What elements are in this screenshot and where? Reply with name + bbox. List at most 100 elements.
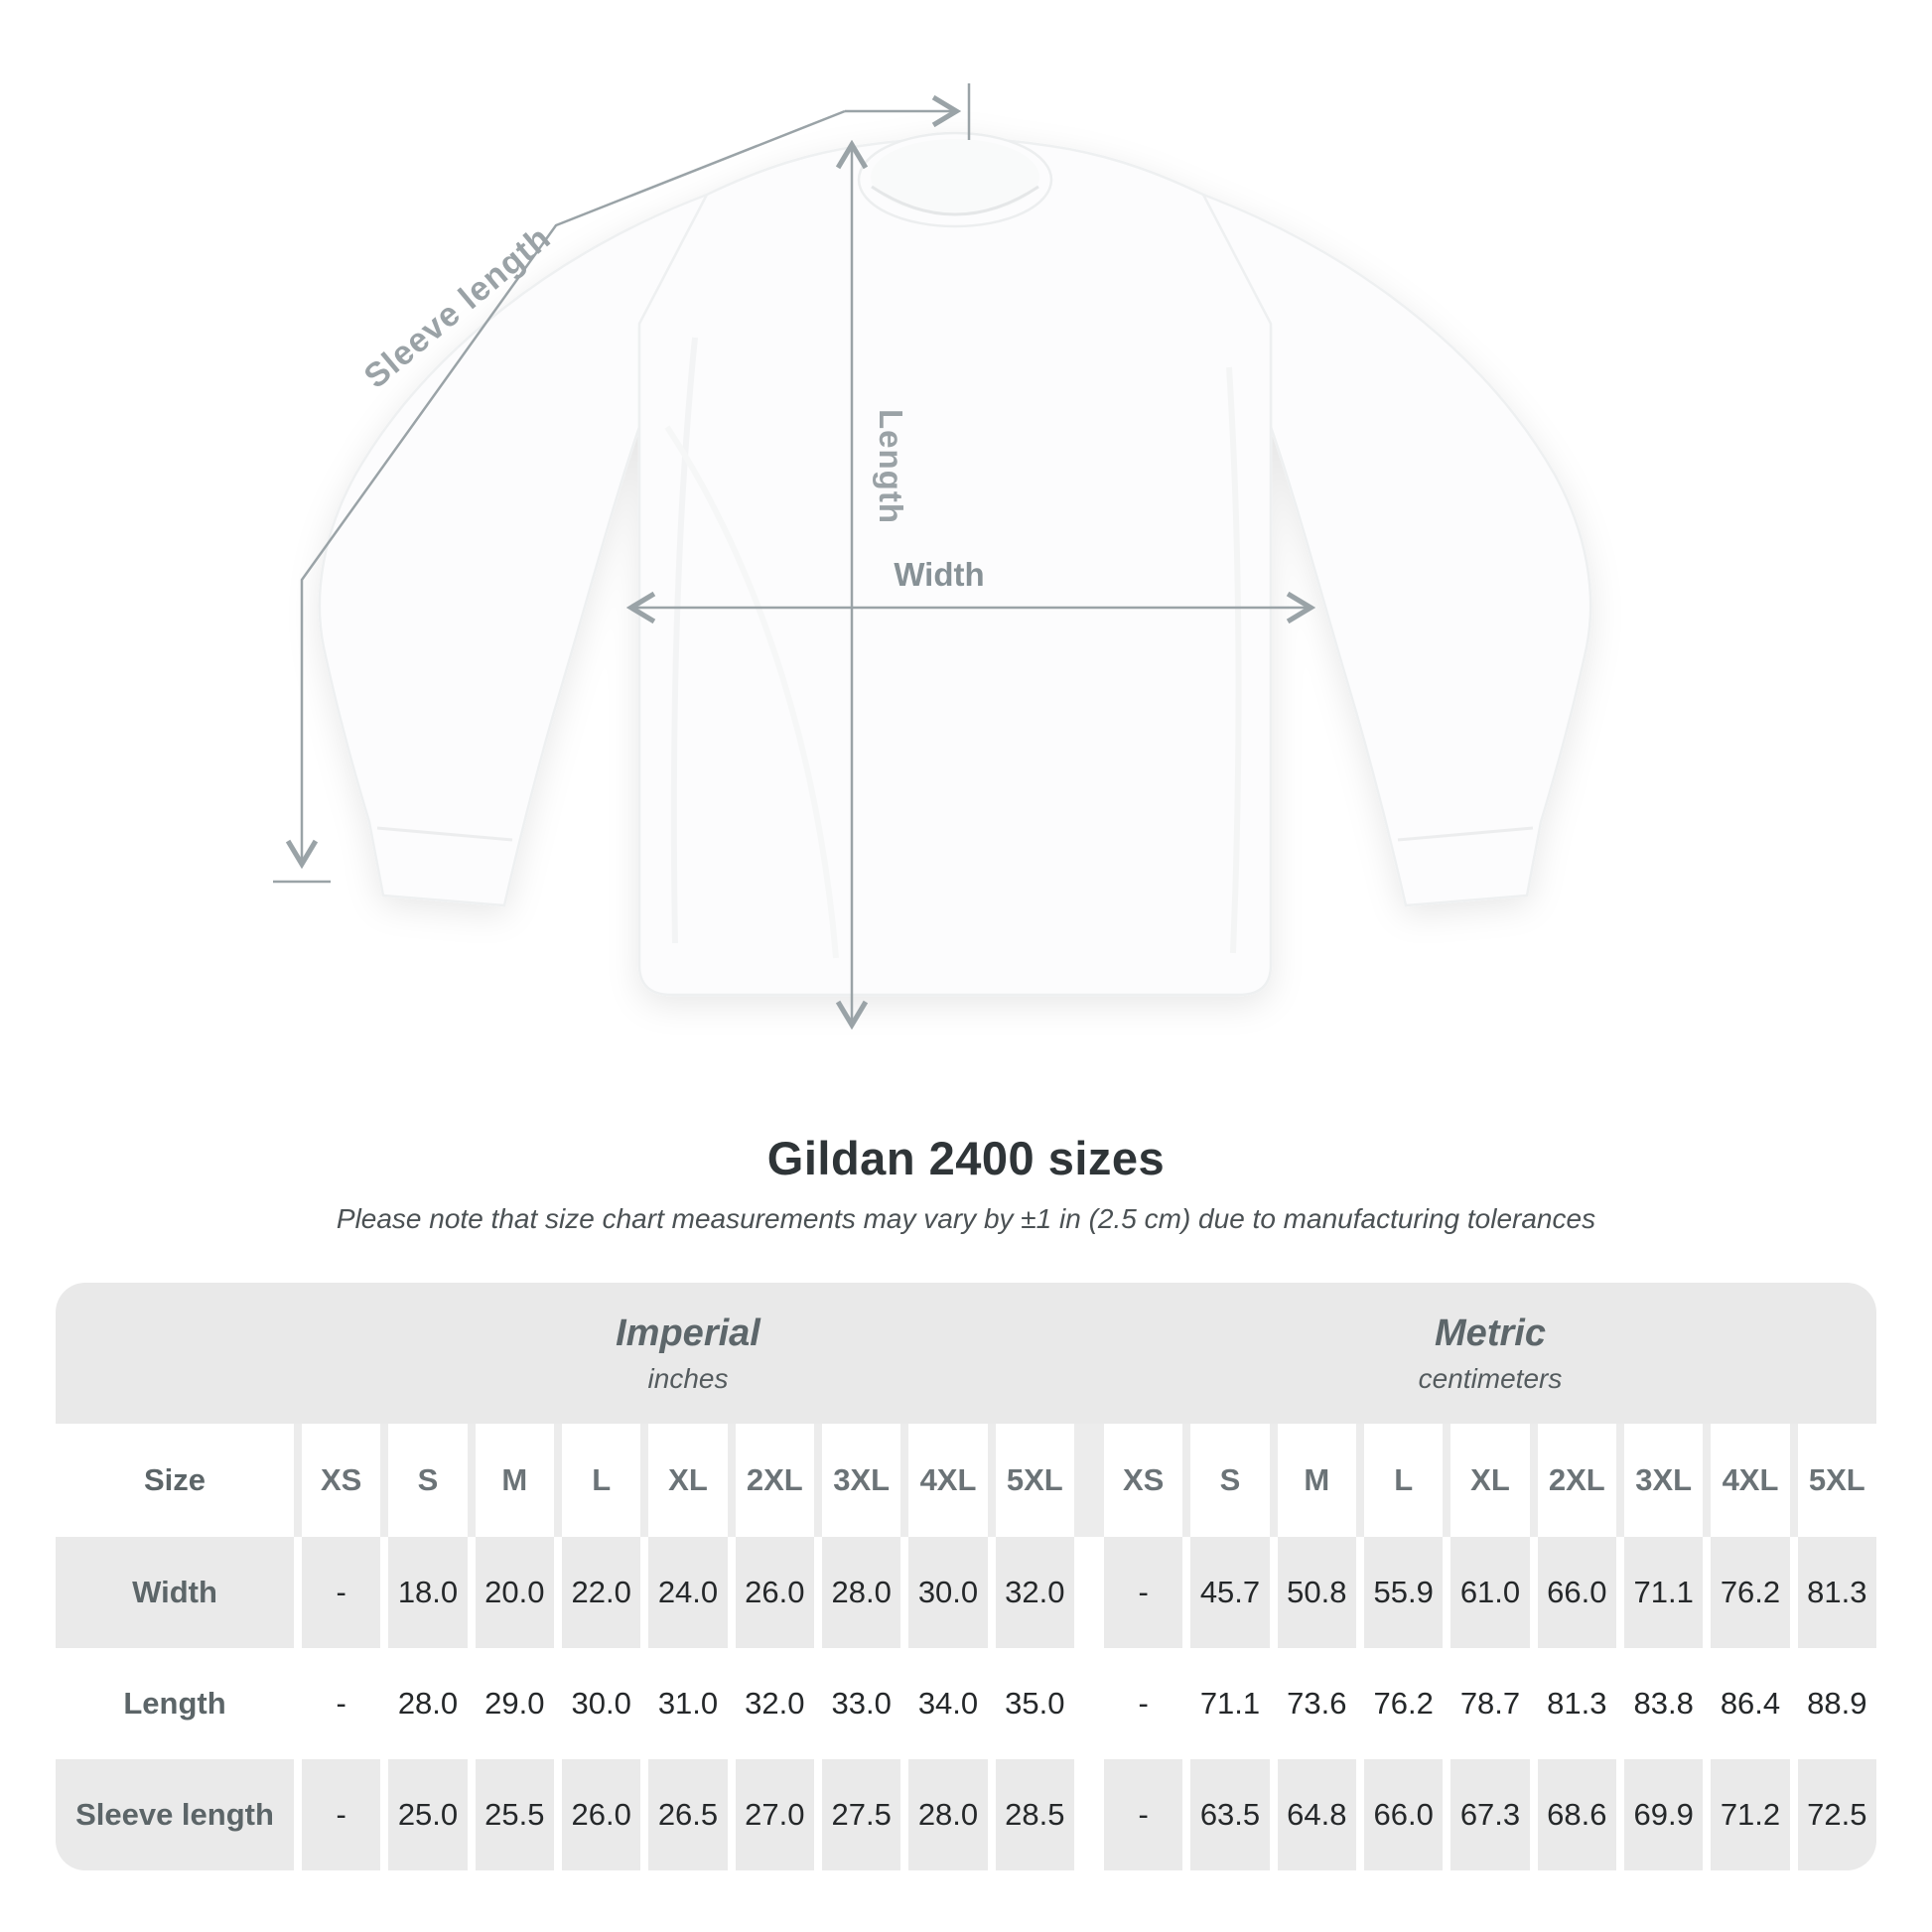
unit-group-band: Imperial inches Metric centimeters — [56, 1283, 1876, 1424]
size-col-header: L — [562, 1424, 641, 1537]
size-col-header: 2XL — [1537, 1424, 1616, 1537]
shirt-measurement-diagram: Sleeve length Length Width — [273, 83, 1592, 1127]
row-label: Length — [56, 1648, 294, 1759]
value-cell: - — [302, 1537, 381, 1648]
metric-unit: centimeters — [1418, 1362, 1563, 1394]
imperial-label: Imperial — [616, 1311, 760, 1354]
row-label: Sleeve length — [56, 1759, 294, 1870]
size-chart-table: Imperial inches Metric centimeters Size … — [56, 1283, 1876, 1870]
table-body: Width -18.0 20.0 22.0 24.0 26.0 28.0 30.0 32.0-4… — [56, 1537, 1876, 1870]
size-col-header: M — [1277, 1424, 1356, 1537]
value-cell: 76.2 — [1364, 1648, 1444, 1759]
value-cell: 50.8 — [1277, 1537, 1356, 1648]
value-cell: 28.0 — [822, 1537, 901, 1648]
value-cell: 28.0 — [388, 1648, 468, 1759]
shirt-body — [637, 137, 1273, 997]
imperial-unit: inches — [647, 1362, 729, 1394]
value-cell: 26.5 — [648, 1759, 728, 1870]
size-col-header: XS — [302, 1424, 381, 1537]
value-cell: 28.0 — [908, 1759, 988, 1870]
value-cell: 55.9 — [1364, 1537, 1444, 1648]
measurement-lines — [273, 83, 1309, 1023]
value-cell: - — [1104, 1759, 1183, 1870]
size-col-header: M — [475, 1424, 554, 1537]
table-row: Length -28.0 29.0 30.0 31.0 32.0 33.0 34.0 35.0-… — [56, 1648, 1876, 1759]
value-cell: 26.0 — [735, 1537, 814, 1648]
size-col-header: XS — [1104, 1424, 1183, 1537]
value-cell: 33.0 — [822, 1648, 901, 1759]
value-cell: - — [1104, 1537, 1183, 1648]
size-col-header: 3XL — [1624, 1424, 1704, 1537]
width-label: Width — [894, 556, 984, 593]
value-cell: 69.9 — [1624, 1759, 1704, 1870]
size-col-header: 4XL — [1711, 1424, 1790, 1537]
size-col-header: XL — [648, 1424, 728, 1537]
size-corner-header: Size — [56, 1424, 294, 1537]
value-cell: 32.0 — [995, 1537, 1074, 1648]
value-cell: 24.0 — [648, 1537, 728, 1648]
value-cell: 88.9 — [1797, 1648, 1876, 1759]
table-row: Sleeve length -25.0 25.5 26.0 26.5 27.0 27.5 28… — [56, 1759, 1876, 1870]
size-col-header: S — [388, 1424, 468, 1537]
value-cell: 66.0 — [1364, 1759, 1444, 1870]
metric-group-header: Metric centimeters — [1104, 1283, 1876, 1424]
size-col-header: 5XL — [1797, 1424, 1876, 1537]
size-col-header: S — [1190, 1424, 1270, 1537]
value-cell: 25.0 — [388, 1759, 468, 1870]
value-cell: 86.4 — [1711, 1648, 1790, 1759]
value-cell: 73.6 — [1277, 1648, 1356, 1759]
right-cuff-seam — [1397, 826, 1534, 842]
size-col-header: 2XL — [735, 1424, 814, 1537]
group-divider — [1082, 1424, 1096, 1537]
left-cuff-seam — [376, 826, 513, 842]
value-cell: 26.0 — [562, 1759, 641, 1870]
value-cell: 34.0 — [908, 1648, 988, 1759]
value-cell: 67.3 — [1450, 1759, 1530, 1870]
metric-label: Metric — [1435, 1311, 1546, 1354]
value-cell: 35.0 — [995, 1648, 1074, 1759]
fold-line — [1226, 366, 1242, 954]
value-cell: 30.0 — [908, 1537, 988, 1648]
value-cell: 76.2 — [1711, 1537, 1790, 1648]
collar-opening — [871, 139, 1039, 214]
value-cell: 18.0 — [388, 1537, 468, 1648]
value-cell: 32.0 — [735, 1648, 814, 1759]
group-divider — [1082, 1537, 1096, 1648]
value-cell: 25.5 — [475, 1759, 554, 1870]
fold-line — [664, 425, 839, 959]
page-title: Gildan 2400 sizes — [766, 1132, 1166, 1184]
value-cell: 68.6 — [1537, 1759, 1616, 1870]
value-cell: 78.7 — [1450, 1648, 1530, 1759]
tolerance-note: Please note that size chart measurements… — [336, 1203, 1596, 1234]
size-col-header: XL — [1450, 1424, 1530, 1537]
length-label: Length — [873, 409, 909, 524]
size-header-row: Size XS S M L XL 2XL 3XL 4XL 5XL XS S M L XL 2XL 3XL 4XL… — [56, 1424, 1876, 1537]
size-col-header: 4XL — [908, 1424, 988, 1537]
value-cell: 27.5 — [822, 1759, 901, 1870]
value-cell: 71.1 — [1190, 1648, 1270, 1759]
table-row: Width -18.0 20.0 22.0 24.0 26.0 28.0 30.0 32.0-4… — [56, 1537, 1876, 1648]
value-cell: 61.0 — [1450, 1537, 1530, 1648]
value-cell: 71.1 — [1624, 1537, 1704, 1648]
value-cell: 81.3 — [1537, 1648, 1616, 1759]
value-cell: - — [302, 1648, 381, 1759]
value-cell: 22.0 — [562, 1537, 641, 1648]
value-cell: 81.3 — [1797, 1537, 1876, 1648]
size-col-header: 5XL — [995, 1424, 1074, 1537]
row-label: Width — [56, 1537, 294, 1648]
value-cell: 31.0 — [648, 1648, 728, 1759]
value-cell: 71.2 — [1711, 1759, 1790, 1870]
value-cell: 30.0 — [562, 1648, 641, 1759]
shirt-illustration: Sleeve length Length Width — [273, 83, 1592, 1127]
value-cell: - — [302, 1759, 381, 1870]
value-cell: 66.0 — [1537, 1537, 1616, 1648]
value-cell: 63.5 — [1190, 1759, 1270, 1870]
value-cell: 72.5 — [1797, 1759, 1876, 1870]
value-cell: - — [1104, 1648, 1183, 1759]
right-sleeve — [1200, 192, 1592, 907]
imperial-group-header: Imperial inches — [302, 1283, 1074, 1424]
band-corner-spacer — [56, 1283, 294, 1424]
sleeve-length-arrow — [273, 83, 971, 884]
value-cell: 29.0 — [475, 1648, 554, 1759]
value-cell: 27.0 — [735, 1759, 814, 1870]
